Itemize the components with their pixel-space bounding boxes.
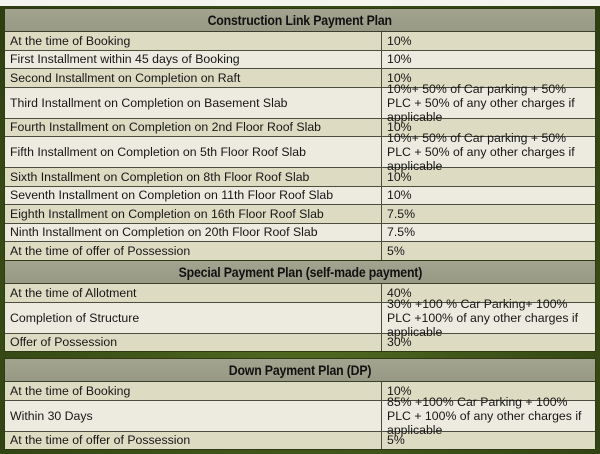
row-value: 10%+ 50% of Car parking + 50% PLC + 50% … xyxy=(387,131,575,173)
table-row: Eighth Installment on Completion on 16th… xyxy=(5,205,595,224)
top-margin xyxy=(0,0,600,6)
row-label: At the time of offer of Possession xyxy=(5,242,382,260)
plan-title: Down Payment Plan (DP) xyxy=(5,359,595,382)
table-row: Offer of Possession 30% xyxy=(5,333,595,351)
row-value: 10% xyxy=(387,70,412,85)
row-label: Second Installment on Completion on Raft xyxy=(5,69,382,87)
row-label: Seventh Installment on Completion on 11t… xyxy=(5,186,382,204)
table-row: First Installment within 45 days of Book… xyxy=(5,50,595,69)
row-label: Ninth Installment on Completion on 20th … xyxy=(5,223,382,241)
special-payment-plan-table: Special Payment Plan (self-made payment)… xyxy=(4,260,596,352)
row-label: At the time of Booking xyxy=(5,32,382,50)
table-row: Fifth Installment on Completion on 5th F… xyxy=(5,131,595,173)
row-value: 40% xyxy=(387,285,412,300)
table-row: At the time of offer of Possession 5% xyxy=(5,242,595,260)
row-value: 10% xyxy=(387,120,412,135)
row-value: 7.5% xyxy=(387,206,416,221)
row-label: Sixth Installment on Completion on 8th F… xyxy=(5,168,382,186)
row-label: Third Installment on Completion on Basem… xyxy=(5,87,382,118)
row-label: At the time of offer of Possession xyxy=(5,431,382,449)
row-label: Offer of Possession xyxy=(5,333,382,351)
plan-title: Special Payment Plan (self-made payment) xyxy=(5,261,595,284)
row-label: At the time of Allotment xyxy=(5,284,382,302)
table-row: Seventh Installment on Completion on 11t… xyxy=(5,186,595,205)
table-row: Within 30 Days 85% +100% Car Parking + 10… xyxy=(5,394,595,437)
table-row: Ninth Installment on Completion on 20th … xyxy=(5,223,595,242)
table-row: At the time of offer of Possession 5% xyxy=(5,431,595,449)
row-label: Fifth Installment on Completion on 5th F… xyxy=(5,137,382,167)
table-row: Fourth Installment on Completion on 2nd … xyxy=(5,118,595,137)
row-value: 85% +100% Car Parking + 100% PLC + 100% … xyxy=(387,394,582,437)
row-value: 7.5% xyxy=(387,225,416,240)
down-payment-plan-table: Down Payment Plan (DP) At the time of Bo… xyxy=(4,358,596,450)
row-value: 10% xyxy=(387,169,412,184)
row-label: Eighth Installment on Completion on 16th… xyxy=(5,205,382,223)
row-label: Within 30 Days xyxy=(5,400,382,431)
row-value: 10%+ 50% of Car parking + 50% PLC + 50% … xyxy=(387,81,575,124)
table-row: Sixth Installment on Completion on 8th F… xyxy=(5,168,595,187)
table-row: At the time of Booking 10% xyxy=(5,382,595,401)
table-row: Second Installment on Completion on Raft… xyxy=(5,69,595,88)
row-value: 10% xyxy=(387,188,412,203)
table-row: Third Installment on Completion on Basem… xyxy=(5,81,595,124)
construction-link-payment-plan-table: Construction Link Payment Plan At the ti… xyxy=(4,8,596,261)
row-value: 5% xyxy=(387,243,405,258)
row-value: 10% xyxy=(387,383,412,398)
row-label: Fourth Installment on Completion on 2nd … xyxy=(5,118,382,136)
row-value: 30% xyxy=(387,335,412,350)
row-value: 5% xyxy=(387,433,405,448)
plan-title: Construction Link Payment Plan xyxy=(5,9,595,32)
row-label: Completion of Structure xyxy=(5,302,382,333)
row-value: 10% xyxy=(387,52,412,67)
row-value: 10% xyxy=(387,33,412,48)
row-value: 30% +100 % Car Parking+ 100% PLC +100% o… xyxy=(387,296,579,339)
table-row: Completion of Structure 30% +100 % Car Pa… xyxy=(5,296,595,339)
table-row: At the time of Booking 10% xyxy=(5,32,595,51)
row-label: At the time of Booking xyxy=(5,382,382,400)
table-row: At the time of Allotment 40% xyxy=(5,284,595,303)
row-label: First Installment within 45 days of Book… xyxy=(5,50,382,68)
